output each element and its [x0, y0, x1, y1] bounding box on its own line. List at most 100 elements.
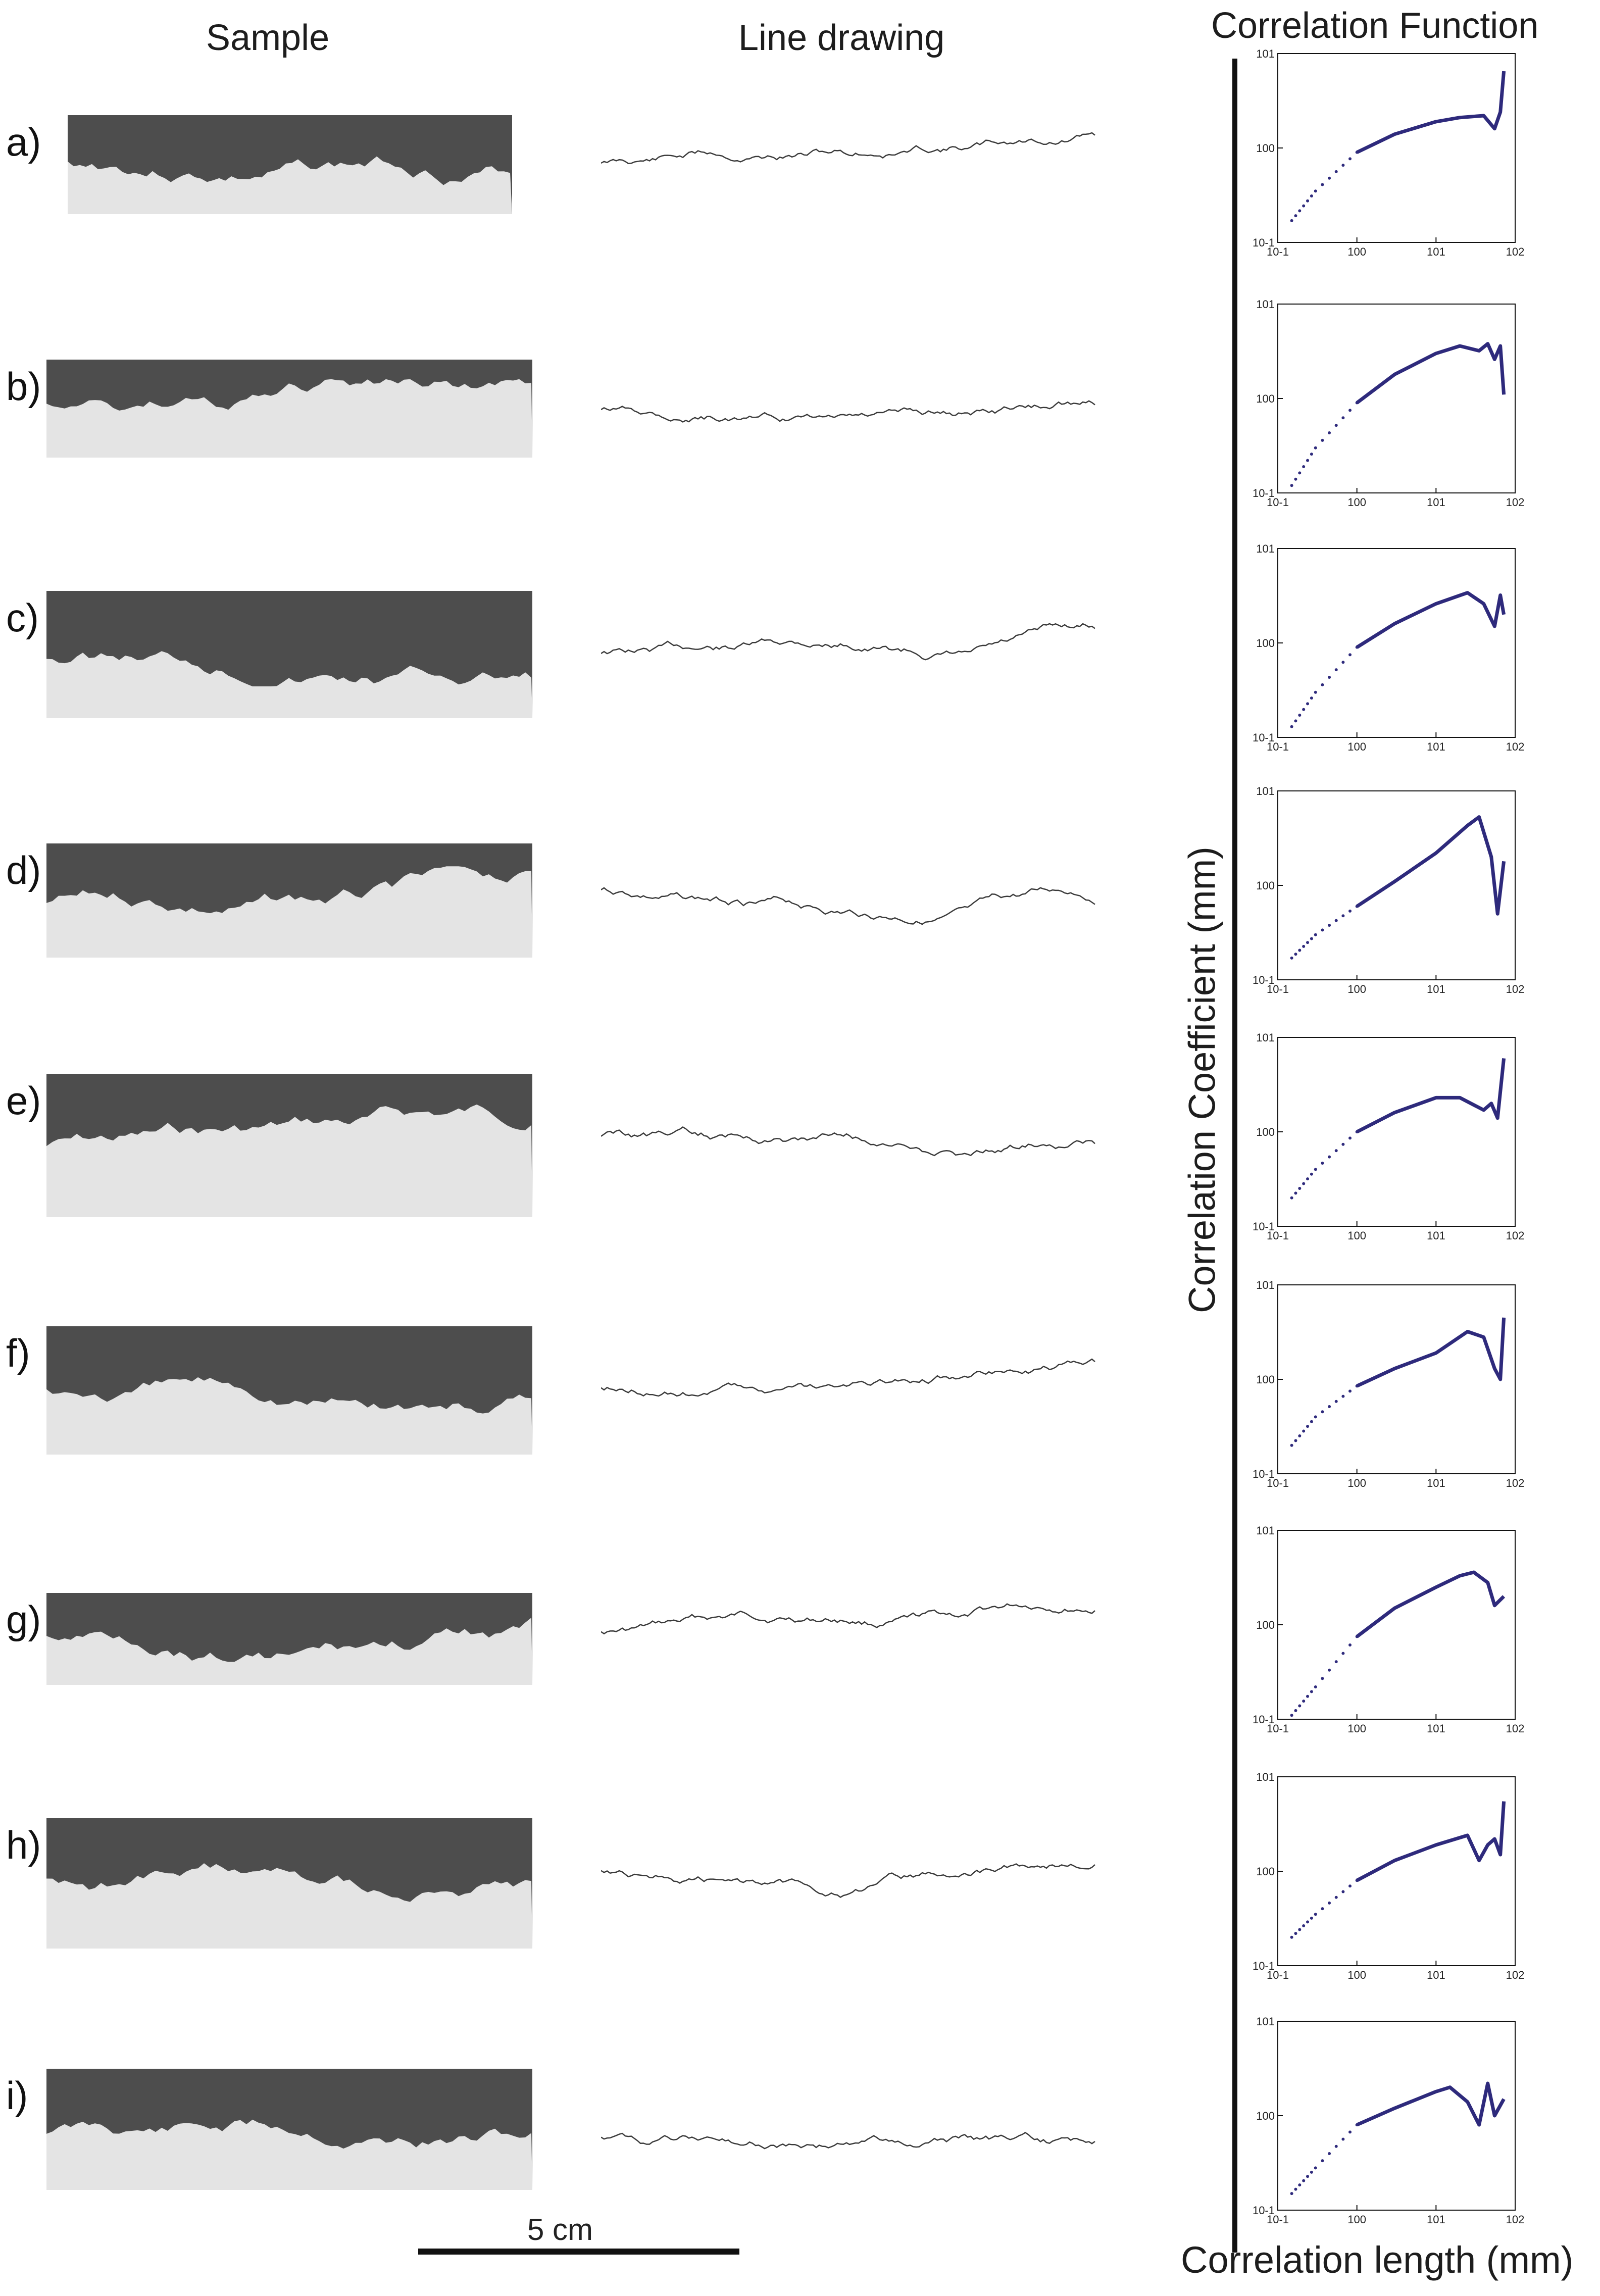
data-point	[1334, 2144, 1338, 2148]
x-tick-label: 100	[1347, 1229, 1366, 1242]
data-point	[1290, 219, 1293, 222]
data-point	[1334, 919, 1338, 922]
correlation-curve	[1356, 1058, 1506, 1134]
sample-image	[46, 591, 532, 718]
correlation-chart: 10-1 100 101 102 10-1 100 101	[1253, 1279, 1524, 1489]
correlation-curve	[1356, 1317, 1506, 1388]
data-point	[1348, 409, 1352, 412]
y-tick-label: 10-1	[1253, 1468, 1275, 1480]
data-point	[1306, 1425, 1310, 1428]
data-point	[1341, 661, 1345, 664]
sample-rock-region	[46, 1618, 532, 1685]
series-dots	[1290, 1114, 1390, 1200]
data-point	[1306, 1177, 1310, 1181]
sample-rock-region	[46, 1104, 532, 1217]
data-point	[1348, 909, 1352, 913]
series-dots	[1290, 377, 1390, 487]
x-tick-label: 101	[1427, 1722, 1445, 1735]
data-point	[1310, 1916, 1313, 1920]
line-drawing-4	[601, 1091, 1096, 1184]
correlation-curve	[1356, 815, 1506, 916]
roughness-profile-line	[601, 623, 1095, 661]
sample-rock-region	[46, 1377, 532, 1455]
data-point	[1321, 2159, 1324, 2163]
data-point	[1290, 956, 1293, 960]
row-label-4: e)	[6, 1078, 41, 1123]
y-tick-label: 10-1	[1253, 974, 1275, 986]
roughness-profile-line	[601, 1358, 1095, 1397]
data-point	[1298, 949, 1302, 952]
data-point	[1306, 2175, 1310, 2178]
data-point	[1294, 953, 1297, 956]
correlation-curve	[1356, 2081, 1506, 2127]
data-point	[1298, 1704, 1302, 1708]
row-label-6: g)	[6, 1598, 41, 1642]
data-point	[1328, 924, 1331, 927]
plot-frame	[1277, 1530, 1516, 1720]
row-label-1: b)	[6, 364, 41, 409]
data-point	[1302, 2179, 1306, 2182]
x-tick-label: 100	[1347, 245, 1366, 258]
data-point	[1314, 690, 1317, 694]
x-tick-label: 101	[1427, 740, 1445, 753]
sample-rock-region	[46, 2119, 532, 2190]
y-tick-label: 100	[1256, 1619, 1275, 1631]
line-drawing-svg	[601, 2131, 1095, 2150]
row-label-0: a)	[6, 120, 41, 164]
data-point	[1341, 1394, 1345, 1398]
data-point	[1348, 1643, 1352, 1646]
y-tick-label: 101	[1256, 47, 1275, 60]
row-label-5: f)	[6, 1331, 30, 1375]
line-drawing-svg	[601, 400, 1095, 423]
roughness-profile-line	[601, 1603, 1095, 1635]
data-point	[1302, 1700, 1306, 1703]
y-axis-label: Correlation Coefficient (mm)	[1181, 846, 1223, 1313]
y-tick-label: 101	[1256, 1771, 1275, 1783]
correlation-curve	[1356, 342, 1506, 405]
data-point	[1314, 933, 1317, 936]
y-tick-label: 10-1	[1253, 236, 1275, 249]
scale-bar-label: 5 cm	[527, 2213, 593, 2247]
data-point	[1298, 714, 1302, 717]
data-point	[1328, 1405, 1331, 1409]
row-label-7: h)	[6, 1823, 41, 1867]
data-point	[1310, 453, 1313, 456]
data-point	[1314, 2166, 1317, 2170]
series-dots	[1290, 626, 1390, 728]
data-point	[1328, 1668, 1331, 1672]
sample-image	[46, 1074, 532, 1217]
sample-photo-0	[68, 115, 512, 214]
data-point	[1294, 2187, 1297, 2191]
data-point	[1334, 1149, 1338, 1153]
y-tick-label: 100	[1256, 1865, 1275, 1878]
data-point	[1310, 1420, 1313, 1423]
data-point	[1321, 1410, 1324, 1414]
sample-image	[46, 843, 532, 958]
plot-frame	[1277, 53, 1516, 243]
x-tick-label: 101	[1427, 2213, 1445, 2226]
x-tick-label: 101	[1427, 1969, 1445, 1981]
data-point	[1298, 209, 1302, 213]
y-tick-label: 100	[1256, 2110, 1275, 2122]
series-dots	[1290, 1611, 1390, 1717]
line-drawing-svg	[601, 623, 1095, 661]
y-tick-label: 10-1	[1253, 1220, 1275, 1233]
plot-frame	[1277, 1037, 1516, 1227]
series-dots	[1290, 135, 1390, 222]
data-point	[1290, 484, 1293, 487]
scale-bar	[418, 2249, 739, 2255]
sample-photo-2	[46, 591, 532, 718]
x-tick-label: 101	[1427, 245, 1445, 258]
data-point	[1294, 719, 1297, 723]
x-axis-label: Correlation length (mm)	[1181, 2239, 1574, 2281]
data-point	[1302, 465, 1306, 468]
sample-photo-7	[46, 1818, 532, 1949]
data-point	[1314, 1913, 1317, 1916]
x-tick-label: 100	[1347, 1969, 1366, 1981]
x-tick-label: 100	[1347, 1477, 1366, 1489]
data-point	[1302, 708, 1306, 711]
row-label-2: c)	[6, 595, 39, 640]
data-point	[1298, 1928, 1302, 1931]
sample-photo-4	[46, 1074, 532, 1217]
sample-photo-8	[46, 2069, 532, 2190]
